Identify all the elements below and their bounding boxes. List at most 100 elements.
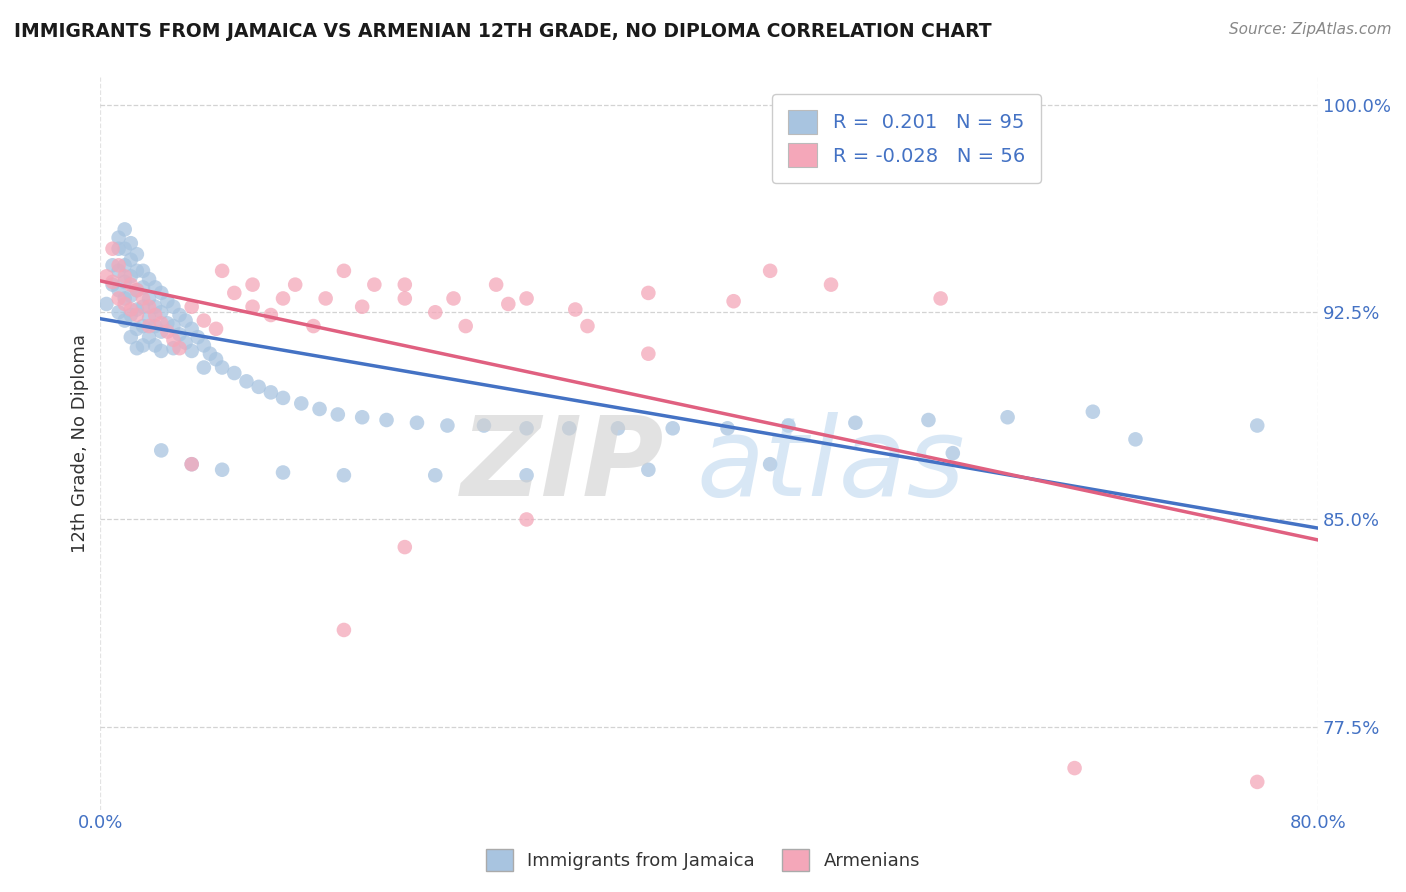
Point (125, 247, 148, 261)
Point (138, 292, 160, 306)
Point (120, 236, 142, 251)
Point (96, 269, 118, 284)
Point (425, 468, 447, 483)
Point (96, 297, 118, 311)
Point (125, 308, 148, 322)
Point (352, 410, 374, 425)
Point (120, 252, 142, 267)
Point (107, 264, 129, 278)
Point (162, 319, 184, 334)
Point (516, 292, 538, 306)
Point (406, 416, 429, 430)
Point (394, 277, 416, 292)
Point (247, 380, 270, 394)
Point (193, 338, 215, 352)
Point (1246, 418, 1268, 433)
Point (120, 302, 142, 317)
Point (143, 338, 166, 352)
Point (193, 313, 215, 327)
Point (997, 410, 1019, 425)
Point (352, 300, 374, 314)
Point (498, 297, 520, 311)
Point (120, 330, 142, 344)
Point (150, 316, 173, 330)
Point (260, 385, 283, 400)
Point (107, 292, 129, 306)
Point (132, 264, 155, 278)
Point (120, 308, 142, 322)
Point (308, 401, 330, 416)
Point (120, 277, 142, 292)
Point (138, 319, 160, 334)
Point (180, 300, 202, 314)
Point (211, 360, 233, 375)
Point (394, 540, 416, 554)
Point (271, 466, 294, 480)
Point (443, 292, 465, 306)
Point (235, 375, 257, 389)
Point (211, 264, 233, 278)
Text: ZIP: ZIP (461, 412, 665, 519)
Point (942, 446, 965, 460)
Point (180, 343, 202, 358)
Point (120, 269, 142, 284)
Point (114, 297, 136, 311)
Point (778, 418, 800, 433)
Point (169, 308, 191, 322)
Point (174, 313, 197, 327)
Point (1081, 405, 1104, 419)
Point (425, 305, 447, 319)
Point (284, 277, 307, 292)
Point (723, 294, 745, 309)
Point (271, 391, 294, 405)
Point (516, 512, 538, 526)
Point (138, 330, 160, 344)
Point (156, 294, 179, 309)
Point (107, 230, 129, 244)
Point (169, 327, 191, 342)
Point (138, 310, 160, 325)
Point (174, 335, 197, 350)
Point (1246, 775, 1268, 789)
Point (333, 264, 356, 278)
Legend: R =  0.201   N = 95, R = -0.028   N = 56: R = 0.201 N = 95, R = -0.028 N = 56 (772, 95, 1040, 183)
Point (107, 242, 129, 256)
Point (162, 300, 184, 314)
Point (472, 418, 495, 433)
Point (326, 408, 349, 422)
Point (114, 258, 136, 272)
Point (150, 443, 173, 458)
Point (242, 277, 264, 292)
Point (150, 343, 173, 358)
Point (315, 292, 337, 306)
Point (120, 288, 142, 302)
Point (114, 292, 136, 306)
Point (107, 305, 129, 319)
Point (125, 283, 148, 297)
Point (271, 292, 294, 306)
Point (637, 463, 659, 477)
Point (101, 275, 124, 289)
Point (169, 341, 191, 355)
Point (576, 319, 599, 334)
Point (302, 319, 325, 334)
Point (558, 421, 581, 435)
Point (132, 292, 155, 306)
Point (606, 421, 628, 435)
Point (132, 300, 155, 314)
Point (132, 280, 155, 294)
Point (205, 322, 228, 336)
Point (187, 330, 209, 344)
Point (436, 418, 458, 433)
Point (125, 302, 148, 317)
Point (637, 347, 659, 361)
Point (125, 322, 148, 336)
Point (143, 319, 166, 334)
Point (162, 341, 184, 355)
Point (333, 623, 356, 637)
Point (759, 264, 782, 278)
Point (101, 258, 124, 272)
Point (143, 280, 166, 294)
Point (114, 275, 136, 289)
Point (156, 325, 179, 339)
